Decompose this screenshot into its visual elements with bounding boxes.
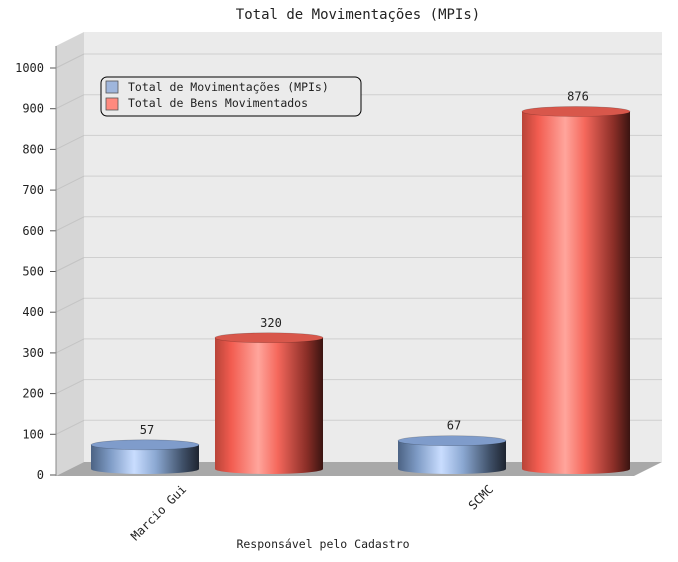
bar-top — [91, 440, 199, 450]
legend-label-movimentacoes: Total de Movimentações (MPIs) — [128, 80, 329, 94]
data-label: 876 — [567, 89, 589, 103]
legend-swatch-movimentacoes — [106, 81, 118, 93]
bar-1-0 — [215, 333, 323, 474]
data-label: 320 — [260, 316, 282, 330]
x-axis-ticks: Marcio Gui SCMC — [128, 482, 496, 543]
legend-label-bens: Total de Bens Movimentados — [128, 96, 308, 110]
bar-body — [215, 338, 323, 474]
y-tick-label: 800 — [22, 142, 44, 156]
bar-top — [522, 106, 630, 116]
y-tick-label: 1000 — [15, 61, 44, 75]
y-tick-label: 400 — [22, 305, 44, 319]
y-tick-label: 100 — [22, 427, 44, 441]
data-label: 67 — [447, 419, 461, 433]
plot-side-wall — [56, 32, 84, 476]
y-tick-label: 900 — [22, 102, 44, 116]
chart-title: Total de Movimentações (MPIs) — [236, 7, 480, 23]
category-label: SCMC — [466, 482, 496, 512]
bar-body — [522, 111, 630, 474]
bar-top — [398, 436, 506, 446]
y-tick-label: 700 — [22, 183, 44, 197]
bar-top — [215, 333, 323, 343]
legend-swatch-bens — [106, 98, 118, 110]
category-label: Marcio Gui — [128, 482, 189, 543]
y-tick-label: 200 — [22, 387, 44, 401]
bar-0-1 — [398, 436, 506, 474]
legend: Total de Movimentações (MPIs) Total de B… — [101, 77, 361, 116]
bar-0-0 — [91, 440, 199, 474]
y-tick-label: 0 — [37, 468, 44, 482]
x-axis-label: Responsável pelo Cadastro — [236, 537, 409, 551]
y-axis-ticks: 0 100 200 300 400 500 600 700 800 900 1000 — [15, 46, 56, 482]
y-tick-label: 600 — [22, 224, 44, 238]
bar-1-1 — [522, 106, 630, 474]
data-label: 57 — [140, 423, 154, 437]
y-tick-label: 500 — [22, 265, 44, 279]
y-tick-label: 300 — [22, 346, 44, 360]
